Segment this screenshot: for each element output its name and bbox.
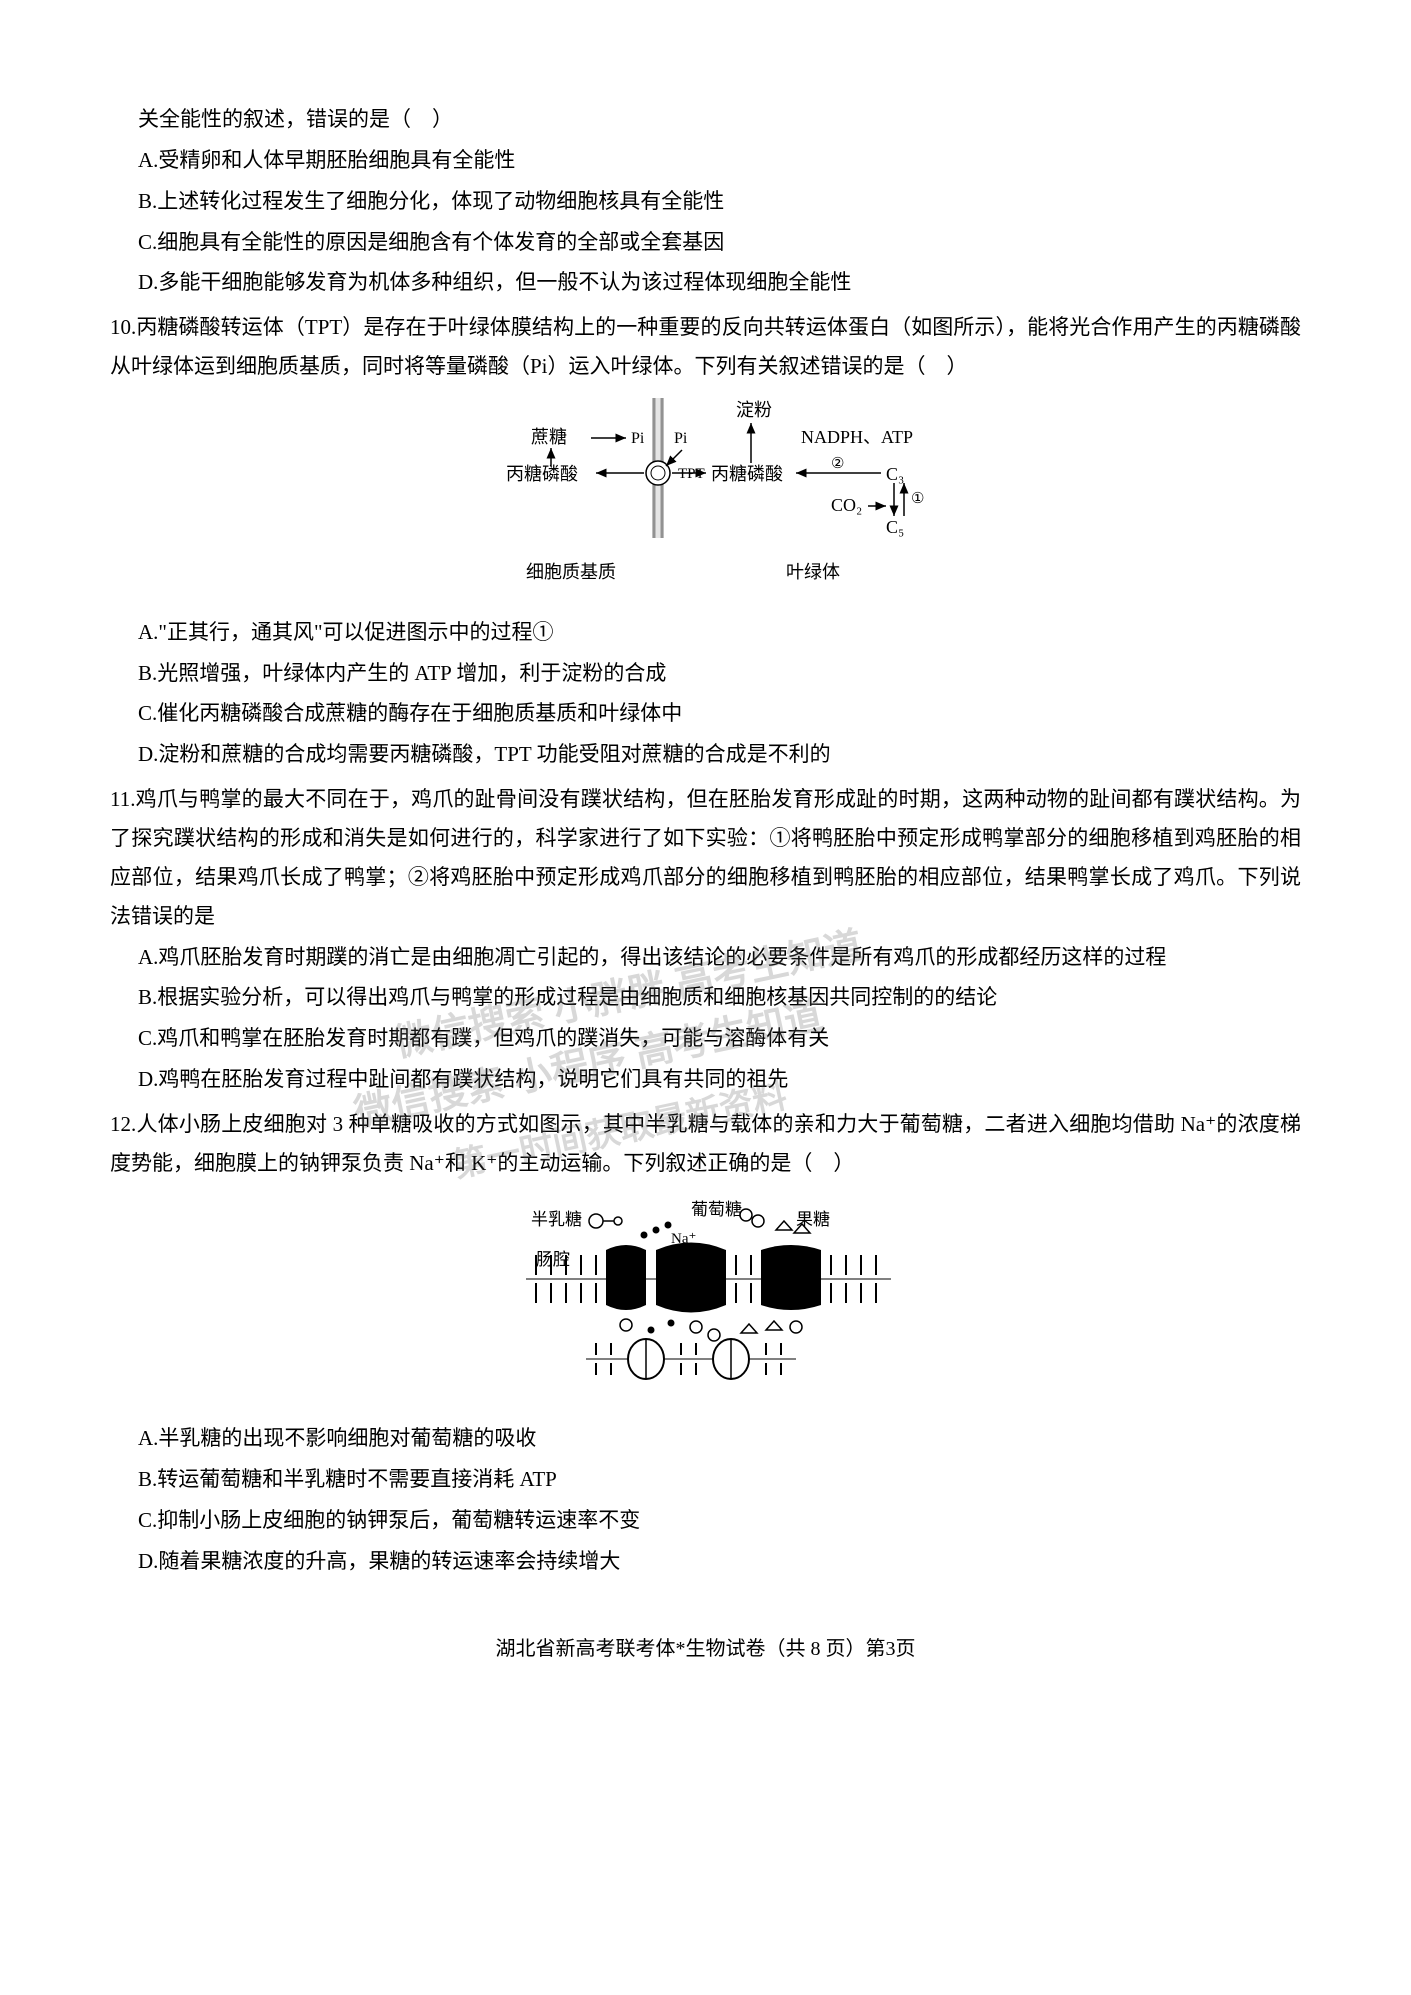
svg-text:葡萄糖: 葡萄糖 bbox=[691, 1200, 742, 1219]
q9-stem-continuation: 关全能性的叙述，错误的是（ ） bbox=[110, 100, 1301, 139]
svg-text:①: ① bbox=[911, 491, 924, 507]
q10-text: 丙糖磷酸转运体（TPT）是存在于叶绿体膜结构上的一种重要的反向共转运体蛋白（如图… bbox=[110, 315, 1301, 378]
q10-diagram: TPT 蔗糖 Pi 丙糖磷酸 Pi 丙糖磷酸 淀粉 NADPH、ATP C₃ ② bbox=[110, 398, 1301, 601]
q9-option-a: A.受精卵和人体早期胚胎细胞具有全能性 bbox=[110, 141, 1301, 180]
svg-text:CO₂: CO₂ bbox=[831, 495, 862, 515]
page-footer: 湖北省新高考联考体*生物试卷（共 8 页）第3页 bbox=[110, 1631, 1301, 1668]
q12-text: 人体小肠上皮细胞对 3 种单糖吸收的方式如图示，其中半乳糖与载体的亲和力大于葡萄… bbox=[110, 1112, 1301, 1175]
svg-text:②: ② bbox=[831, 456, 844, 472]
svg-text:Pi: Pi bbox=[631, 430, 645, 447]
q12-option-d: D.随着果糖浓度的升高，果糖的转运速率会持续增大 bbox=[110, 1542, 1301, 1581]
q12-diagram: 半乳糖 葡萄糖 果糖 Na⁺ 肠腔 bbox=[110, 1195, 1301, 1408]
q9-option-b: B.上述转化过程发生了细胞分化，体现了动物细胞核具有全能性 bbox=[110, 182, 1301, 221]
svg-text:肠腔: 肠腔 bbox=[536, 1250, 570, 1269]
svg-text:淀粉: 淀粉 bbox=[736, 400, 772, 420]
q11-stem: 11.鸡爪与鸭掌的最大不同在于，鸡爪的趾骨间没有蹼状结构，但在胚胎发育形成趾的时… bbox=[110, 780, 1301, 935]
q12-option-c: C.抑制小肠上皮细胞的钠钾泵后，葡萄糖转运速率不变 bbox=[110, 1501, 1301, 1540]
q9-option-c: C.细胞具有全能性的原因是细胞含有个体发育的全部或全套基因 bbox=[110, 223, 1301, 262]
q11-option-c: C.鸡爪和鸭掌在胚胎发育时期都有蹼，但鸡爪的蹼消失，可能与溶酶体有关 bbox=[110, 1019, 1301, 1058]
svg-text:C₅: C₅ bbox=[886, 517, 904, 537]
q10-option-c: C.催化丙糖磷酸合成蔗糖的酶存在于细胞质基质和叶绿体中 bbox=[110, 694, 1301, 733]
q12-option-a: A.半乳糖的出现不影响细胞对葡萄糖的吸收 bbox=[110, 1419, 1301, 1458]
svg-text:C₃: C₃ bbox=[886, 464, 904, 484]
svg-text:蔗糖: 蔗糖 bbox=[531, 427, 567, 447]
q11-text: 鸡爪与鸭掌的最大不同在于，鸡爪的趾骨间没有蹼状结构，但在胚胎发育形成趾的时期，这… bbox=[110, 787, 1301, 928]
svg-text:NADPH、ATP: NADPH、ATP bbox=[801, 427, 913, 447]
q10-number: 10. bbox=[110, 315, 136, 339]
q11-option-d: D.鸡鸭在胚胎发育过程中趾间都有蹼状结构，说明它们具有共同的祖先 bbox=[110, 1060, 1301, 1099]
q10-stem: 10.丙糖磷酸转运体（TPT）是存在于叶绿体膜结构上的一种重要的反向共转运体蛋白… bbox=[110, 308, 1301, 386]
q10-option-b: B.光照增强，叶绿体内产生的 ATP 增加，利于淀粉的合成 bbox=[110, 654, 1301, 693]
q11-number: 11. bbox=[110, 787, 135, 811]
q10-option-a: A."正其行，通其风"可以促进图示中的过程① bbox=[110, 613, 1301, 652]
q11-option-b: B.根据实验分析，可以得出鸡爪与鸭掌的形成过程是由细胞质和细胞核基因共同控制的的… bbox=[110, 978, 1301, 1017]
q12-option-b: B.转运葡萄糖和半乳糖时不需要直接消耗 ATP bbox=[110, 1460, 1301, 1499]
q12-number: 12. bbox=[110, 1112, 136, 1136]
q12-stem: 12.人体小肠上皮细胞对 3 种单糖吸收的方式如图示，其中半乳糖与载体的亲和力大… bbox=[110, 1105, 1301, 1183]
svg-text:TPT: TPT bbox=[678, 466, 705, 482]
svg-text:细胞质基质: 细胞质基质 bbox=[526, 562, 616, 582]
svg-text:叶绿体: 叶绿体 bbox=[786, 562, 840, 582]
svg-text:丙糖磷酸: 丙糖磷酸 bbox=[711, 464, 783, 484]
page-container: 微信搜索 小胖胖 高考生知道 微信搜索 小程序 高考生知道 第一时间获取最新资料… bbox=[110, 100, 1301, 1668]
svg-text:丙糖磷酸: 丙糖磷酸 bbox=[506, 464, 578, 484]
q9-option-d: D.多能干细胞能够发育为机体多种组织，但一般不认为该过程体现细胞全能性 bbox=[110, 263, 1301, 302]
q11-option-a: A.鸡爪胚胎发育时期蹼的消亡是由细胞凋亡引起的，得出该结论的必要条件是所有鸡爪的… bbox=[110, 938, 1301, 977]
svg-text:Pi: Pi bbox=[674, 430, 688, 447]
svg-text:半乳糖: 半乳糖 bbox=[531, 1210, 582, 1229]
q10-option-d: D.淀粉和蔗糖的合成均需要丙糖磷酸，TPT 功能受阻对蔗糖的合成是不利的 bbox=[110, 735, 1301, 774]
